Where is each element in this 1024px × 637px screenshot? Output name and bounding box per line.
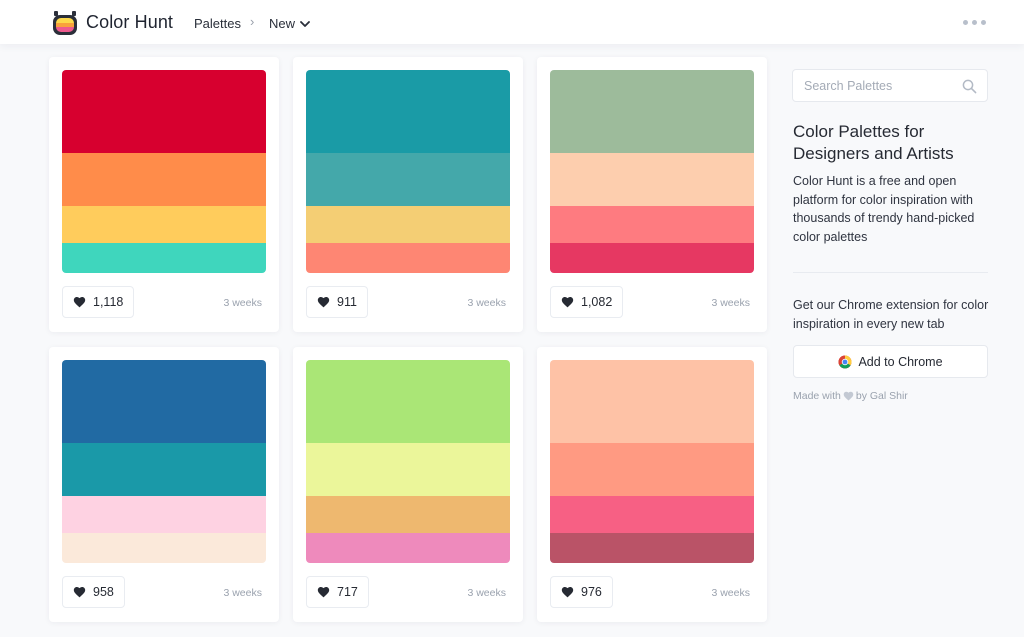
palette-preview[interactable] xyxy=(62,70,266,273)
heart-icon xyxy=(317,296,330,308)
color-hunt-logo-icon[interactable] xyxy=(52,9,78,37)
palette-card[interactable]: 1,082 3 weeks xyxy=(537,57,767,332)
palette-age: 3 weeks xyxy=(711,587,750,599)
heart-icon xyxy=(561,296,574,308)
sidebar-description: Color Hunt is a free and open platform f… xyxy=(793,174,975,244)
top-header: Color Hunt Palettes › New xyxy=(0,0,1024,44)
like-button[interactable]: 1,118 xyxy=(62,286,135,318)
like-button[interactable]: 911 xyxy=(306,286,368,318)
made-with-prefix: Made with xyxy=(793,390,841,402)
like-count: 717 xyxy=(337,585,358,599)
made-with-credit: Made with by Gal Shir xyxy=(793,390,908,402)
heart-icon xyxy=(561,586,574,598)
color-swatch[interactable] xyxy=(62,443,266,496)
color-swatch[interactable] xyxy=(550,70,754,153)
search-box[interactable] xyxy=(792,69,988,102)
like-count: 958 xyxy=(93,585,114,599)
sidebar-divider xyxy=(793,272,988,273)
heart-icon xyxy=(73,296,86,308)
palette-age: 3 weeks xyxy=(223,587,262,599)
color-swatch[interactable] xyxy=(62,496,266,533)
color-swatch[interactable] xyxy=(62,243,266,273)
palette-card[interactable]: 1,118 3 weeks xyxy=(49,57,279,332)
color-swatch[interactable] xyxy=(550,153,754,206)
color-swatch[interactable] xyxy=(306,360,510,443)
color-swatch[interactable] xyxy=(306,533,510,563)
palette-age: 3 weeks xyxy=(467,297,506,309)
search-input[interactable] xyxy=(804,77,954,95)
sort-dropdown[interactable]: New xyxy=(269,16,310,31)
extension-promo-text: Get our Chrome extension for color inspi… xyxy=(793,298,989,331)
color-swatch[interactable] xyxy=(550,443,754,496)
like-count: 911 xyxy=(337,295,357,309)
color-swatch[interactable] xyxy=(550,533,754,563)
like-button[interactable]: 976 xyxy=(550,576,613,608)
palette-card[interactable]: 717 3 weeks xyxy=(293,347,523,622)
palette-age: 3 weeks xyxy=(467,587,506,599)
search-icon[interactable] xyxy=(962,79,977,94)
color-swatch[interactable] xyxy=(62,206,266,243)
chrome-icon xyxy=(838,355,852,369)
nav-palettes-link[interactable]: Palettes xyxy=(194,16,241,31)
color-swatch[interactable] xyxy=(306,243,510,273)
heart-icon xyxy=(843,391,854,401)
like-button[interactable]: 717 xyxy=(306,576,369,608)
color-swatch[interactable] xyxy=(62,360,266,443)
like-count: 976 xyxy=(581,585,602,599)
palette-preview[interactable] xyxy=(550,360,754,563)
palette-age: 3 weeks xyxy=(711,297,750,309)
brand-name[interactable]: Color Hunt xyxy=(86,12,174,32)
palette-age: 3 weeks xyxy=(223,297,262,309)
like-button[interactable]: 1,082 xyxy=(550,286,624,318)
color-swatch[interactable] xyxy=(306,153,510,206)
palette-card[interactable]: 976 3 weeks xyxy=(537,347,767,622)
color-swatch[interactable] xyxy=(550,206,754,243)
color-swatch[interactable] xyxy=(62,533,266,563)
color-swatch[interactable] xyxy=(550,243,754,273)
heart-icon xyxy=(317,586,330,598)
palette-card[interactable]: 911 3 weeks xyxy=(293,57,523,332)
like-count: 1,118 xyxy=(93,295,124,309)
color-swatch[interactable] xyxy=(550,360,754,443)
color-swatch[interactable] xyxy=(550,496,754,533)
like-button[interactable]: 958 xyxy=(62,576,125,608)
color-swatch[interactable] xyxy=(306,206,510,243)
more-menu-icon[interactable] xyxy=(963,20,986,25)
palette-preview[interactable] xyxy=(306,70,510,273)
add-to-chrome-label: Add to Chrome xyxy=(858,354,943,369)
chevron-down-icon xyxy=(300,20,310,27)
like-count: 1,082 xyxy=(581,295,613,309)
color-swatch[interactable] xyxy=(62,153,266,206)
color-swatch[interactable] xyxy=(306,496,510,533)
breadcrumb-separator: › xyxy=(250,14,255,29)
palette-preview[interactable] xyxy=(306,360,510,563)
color-swatch[interactable] xyxy=(306,70,510,153)
sort-dropdown-label: New xyxy=(269,16,296,31)
made-with-suffix: by Gal Shir xyxy=(855,390,908,402)
color-swatch[interactable] xyxy=(306,443,510,496)
palette-preview[interactable] xyxy=(550,70,754,273)
color-swatch[interactable] xyxy=(62,70,266,153)
add-to-chrome-button[interactable]: Add to Chrome xyxy=(793,345,988,378)
sidebar-title: Color Palettes for Designers and Artists xyxy=(793,122,954,163)
palette-preview[interactable] xyxy=(62,360,266,563)
palette-card[interactable]: 958 3 weeks xyxy=(49,347,279,622)
heart-icon xyxy=(73,586,86,598)
